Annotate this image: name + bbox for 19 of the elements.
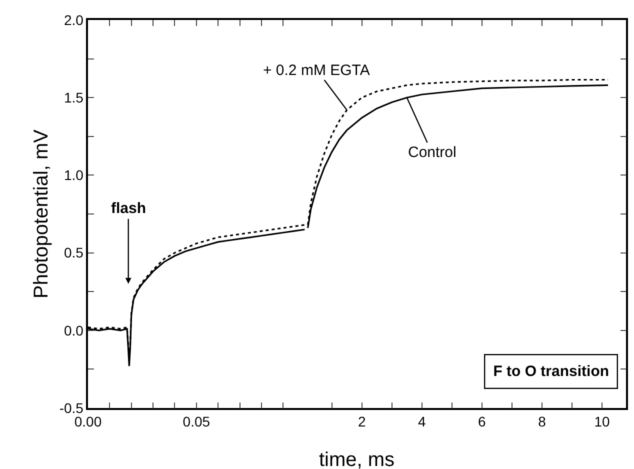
x-tick-label: 6	[478, 414, 486, 430]
y-axis-title: Photopotential, mV	[30, 128, 52, 298]
y-tick-label: 1.0	[64, 167, 84, 184]
y-tick-label: 1.5	[64, 90, 84, 106]
annotation: flash	[111, 200, 146, 217]
x-tick-label: 4	[418, 414, 426, 430]
y-tick-label: -0.5	[59, 400, 84, 416]
y-tick-label: 0.5	[64, 244, 84, 261]
y-tick-label: 0.0	[64, 322, 84, 338]
y-tick-label: 2.0	[64, 12, 84, 28]
series-label: + 0.2 mM EGTA	[263, 62, 370, 79]
text: Control	[408, 144, 456, 161]
annotation: F to O transition	[493, 363, 610, 380]
x-tick-label: 8	[538, 414, 546, 430]
x-tick-label: 0.00	[74, 414, 102, 430]
x-tick-label: 0.05	[182, 414, 210, 430]
x-axis-title: time, ms	[319, 449, 395, 469]
x-tick-label: 2	[358, 414, 366, 430]
x-tick-label: 10	[594, 414, 610, 430]
